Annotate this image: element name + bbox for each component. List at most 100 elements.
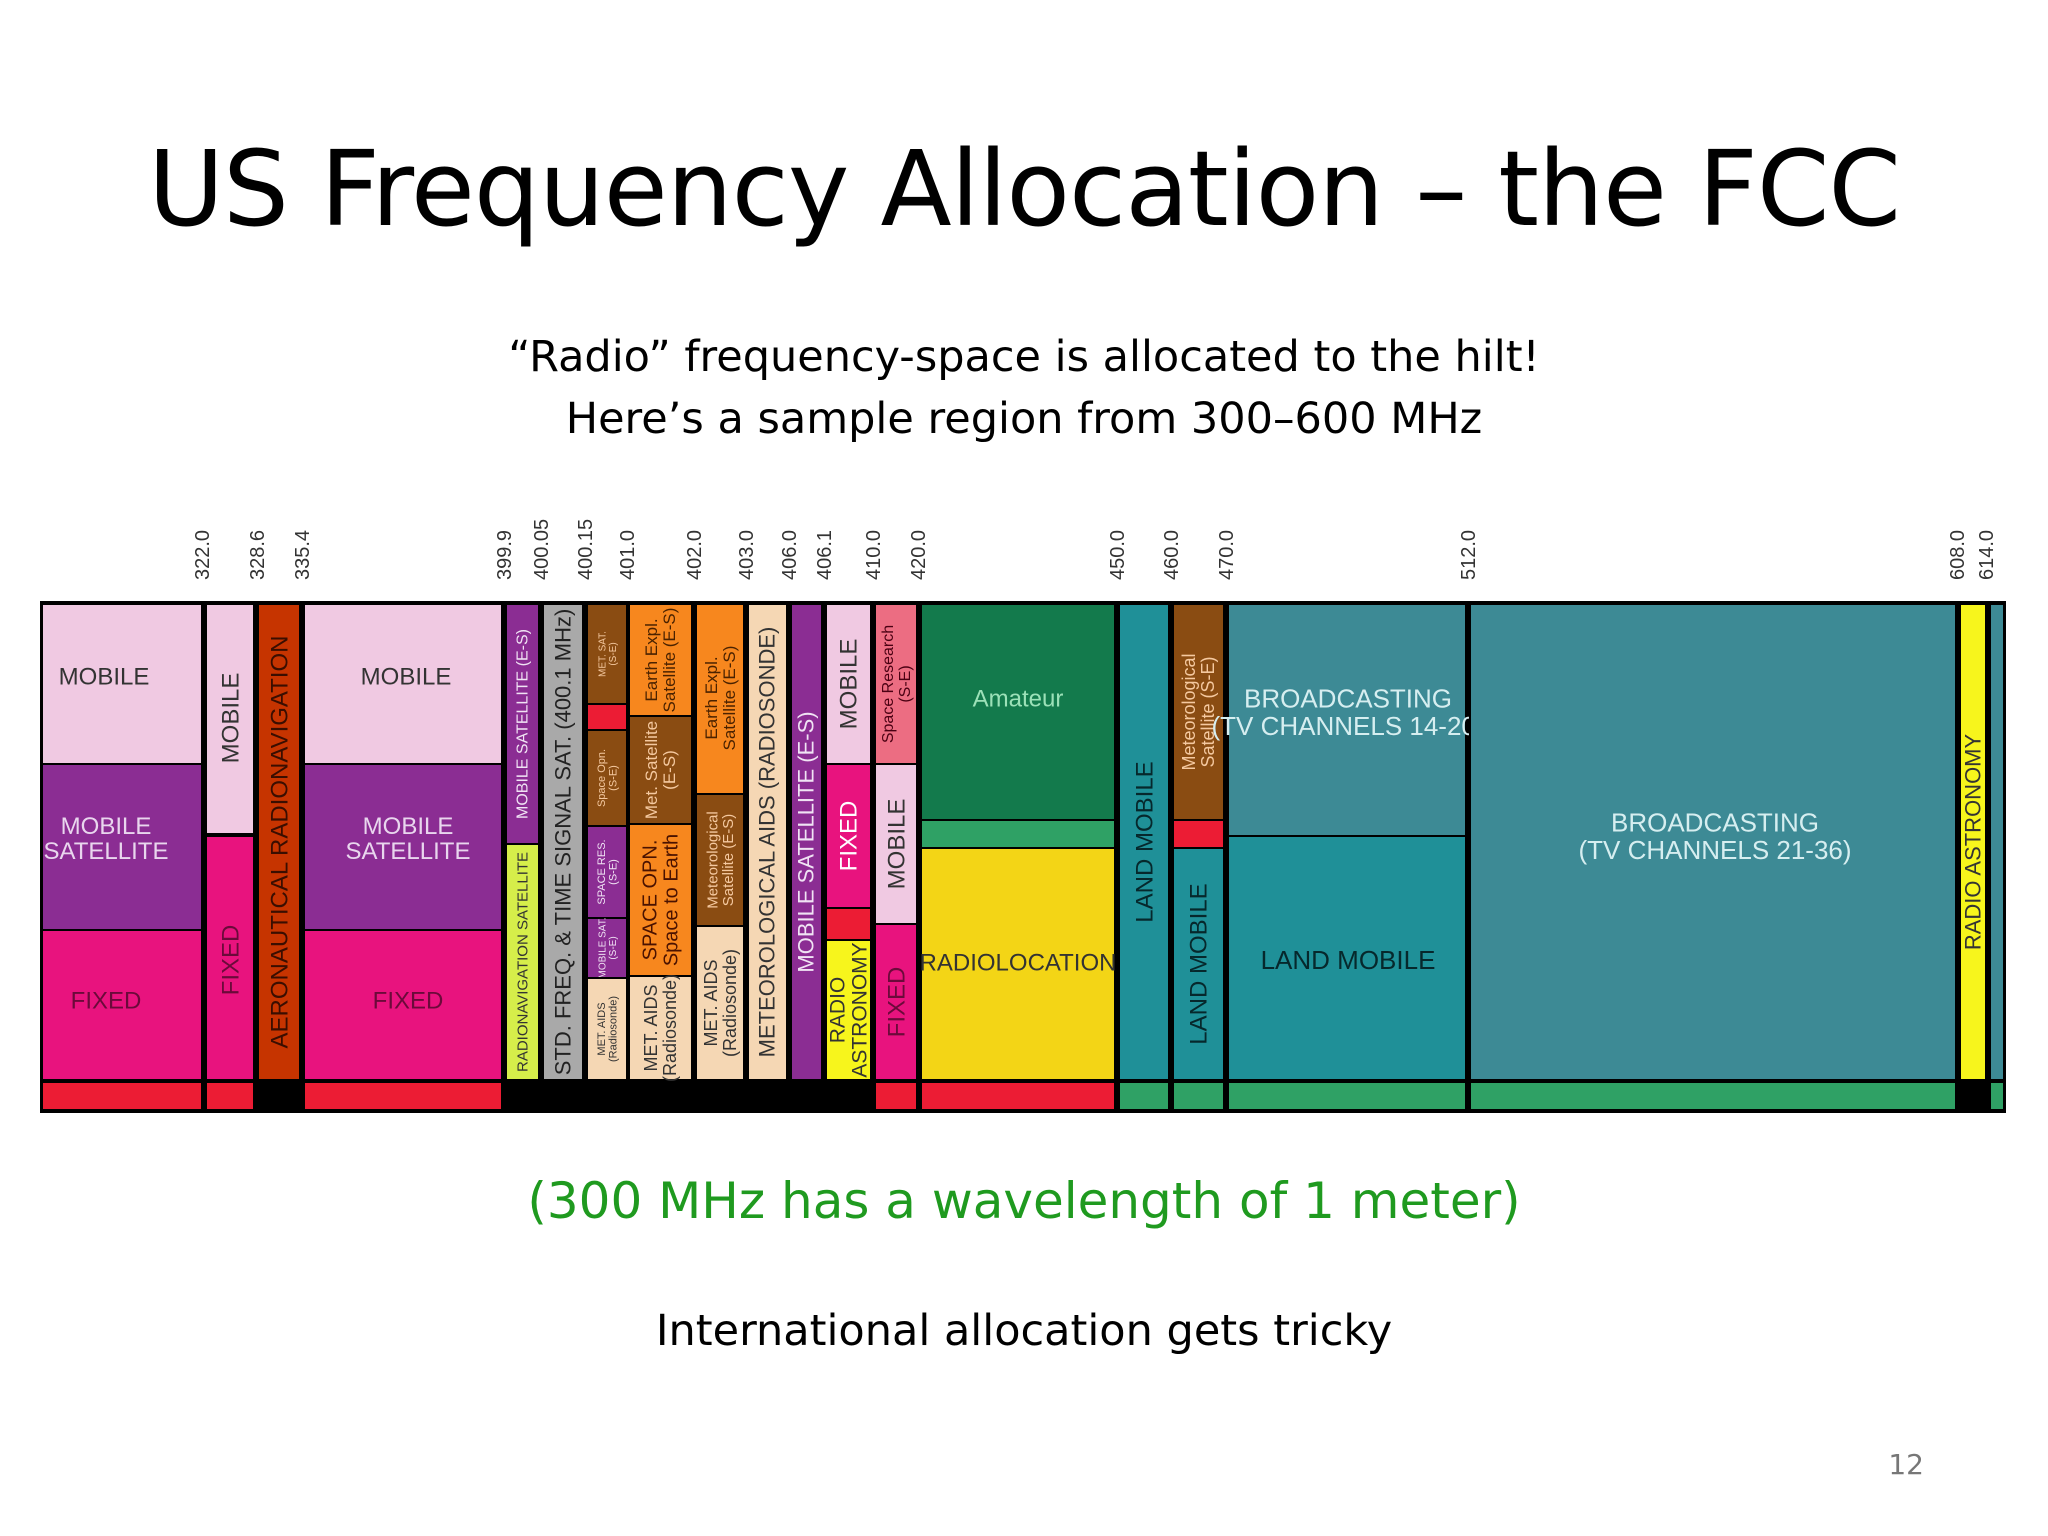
band-label: RADIOLOCATION (920, 949, 1117, 976)
band-block (505, 843, 540, 1081)
band-block (586, 977, 628, 1081)
band-label: FIXED (71, 987, 142, 1014)
frequency-tick-label: 399.9 (494, 530, 516, 580)
band-block (628, 715, 693, 825)
band-label: MOBILE (217, 673, 244, 764)
frequency-tick-label: 420.0 (908, 530, 930, 580)
band-block (790, 603, 823, 1081)
band-label: Earth Expl.Satellite (E-S) (702, 646, 739, 751)
page-number: 12 (1888, 1448, 1924, 1481)
band-label: RADIOASTRONOMY (826, 942, 871, 1077)
band-block (825, 939, 872, 1081)
band-label: MOBILE (59, 663, 150, 690)
band-label: FIXED (217, 925, 244, 996)
allocation-strip (1227, 1081, 1467, 1111)
band-label: BROADCASTING (TV CHANNELS 21-36) (1578, 807, 1851, 864)
band-block (695, 603, 745, 795)
band-label: MET. SAT.(S-E) (597, 631, 619, 677)
band-block (695, 925, 745, 1081)
band-block (1989, 603, 2005, 1081)
band-label: MOBILE (883, 799, 910, 890)
frequency-allocation-chart: 322.0 328.6 335.4 399.9 400.05 400.15 401.0 402… (40, 519, 2006, 1113)
band-block (303, 603, 503, 765)
band-block (1469, 603, 1957, 1081)
frequency-tick-label: 450.0 (1107, 530, 1129, 580)
frequency-tick-label: 401.0 (617, 530, 639, 580)
allocation-strip (586, 703, 628, 731)
band-label: LAND MOBILE (1261, 945, 1436, 975)
band-label: MET. AIDS(Radiosonde) (641, 974, 680, 1082)
allocation-strip (1118, 1081, 1170, 1111)
band-label: BROADCASTING (TV CHANNELS 14-20) (1211, 683, 1484, 740)
band-label: STD. FREQ. & TIME SIGNAL SAT. (400.1 MHz… (551, 609, 576, 1076)
frequency-tick-label: 512.0 (1458, 530, 1480, 580)
frequency-tick-label: 328.6 (247, 530, 269, 580)
band-block (41, 929, 203, 1081)
wavelength-note: (300 MHz has a wavelength of 1 meter) (527, 1172, 1521, 1230)
band-label: LAND MOBILE (1131, 761, 1158, 922)
band-block (257, 603, 301, 1081)
band-block (1959, 603, 1987, 1081)
allocation-strip (920, 1081, 1116, 1111)
band-label: LAND MOBILE (1185, 883, 1212, 1044)
allocation-strip (303, 1081, 503, 1111)
band-label: MeteorologicalSatellite (S-E) (1179, 653, 1218, 770)
band-block (41, 763, 203, 931)
band-label: SPACE RES.(S-E) (596, 839, 620, 904)
band-block (628, 603, 693, 717)
band-block (1118, 603, 1170, 1081)
band-label: FIXED (883, 967, 910, 1038)
band-block (874, 603, 918, 765)
band-label: MOBILE SATELLITE (E-S) (515, 629, 532, 819)
allocation-strip (41, 1081, 203, 1111)
frequency-tick-label: 403.0 (736, 530, 758, 580)
allocation-strip (874, 1081, 918, 1111)
allocation-strip (1172, 819, 1225, 849)
band-block (825, 763, 872, 909)
frequency-tick-label: 400.05 (531, 519, 553, 580)
band-label: MOBILE (835, 639, 862, 730)
band-block (586, 917, 628, 979)
band-label: MOBILE SATELLITE (E-S) (794, 711, 819, 972)
subtitle-line-1: “Radio” frequency-space is allocated to … (508, 332, 1540, 382)
band-label: Space Opn.(S-E) (596, 749, 620, 807)
frequency-tick-label: 460.0 (1161, 530, 1183, 580)
band-label: RADIONAVIGATION SATELLITE (514, 852, 531, 1072)
band-label: Space Research(S-E) (880, 625, 914, 743)
band-block (205, 835, 255, 1081)
band-label: Amateur (973, 685, 1064, 712)
band-label: MOBILE (361, 663, 452, 690)
band-block (747, 603, 788, 1081)
subtitle-line-2: Here’s a sample region from 300–600 MHz (565, 394, 1483, 444)
band-label: METEOROLOGICAL AIDS (RADIOSONDE) (755, 627, 780, 1058)
frequency-tick-label: 402.0 (684, 530, 706, 580)
band-block (1227, 835, 1467, 1081)
band-label: MOBILE SATELLITE (346, 813, 471, 865)
frequency-tick-label: 406.0 (779, 530, 801, 580)
frequency-tick-label: 322.0 (192, 530, 214, 580)
slide-title: US Frequency Allocation – the FCC (147, 128, 1901, 250)
band-label: AERONAUTICAL RADIONAVIGATION (266, 636, 293, 1049)
band-block (628, 823, 693, 977)
band-label: Earth Expl.Satellite (E-S) (642, 608, 679, 713)
frequency-tick-label: 470.0 (1216, 530, 1238, 580)
band-label: MeteorologicalSatellite (E-S) (704, 811, 737, 909)
allocation-strip (920, 819, 1116, 849)
band-block (695, 793, 745, 927)
band-label: RADIO ASTRONOMY (1961, 733, 1986, 950)
band-label: MET. AIDS(Radiosonde) (701, 949, 740, 1057)
frequency-tick-label: 608.0 (1947, 530, 1969, 580)
band-label: MET. AIDS(Radiosonde) (596, 996, 620, 1062)
band-label: MOBILE SAT.(S-E) (597, 918, 619, 979)
band-label: Met. Satellite(E-S) (642, 721, 679, 819)
frequency-tick-label: 335.4 (292, 530, 314, 580)
band-label: FIXED (835, 801, 862, 872)
frequency-tick-label: 406.1 (814, 530, 836, 580)
band-label: FIXED (373, 987, 444, 1014)
band-block (920, 847, 1116, 1081)
allocation-strip (1172, 1081, 1225, 1111)
band-block (303, 929, 503, 1081)
band-label: MOBILE SATELLITE (44, 813, 169, 865)
allocation-strip (825, 907, 872, 941)
band-block (1172, 847, 1225, 1081)
